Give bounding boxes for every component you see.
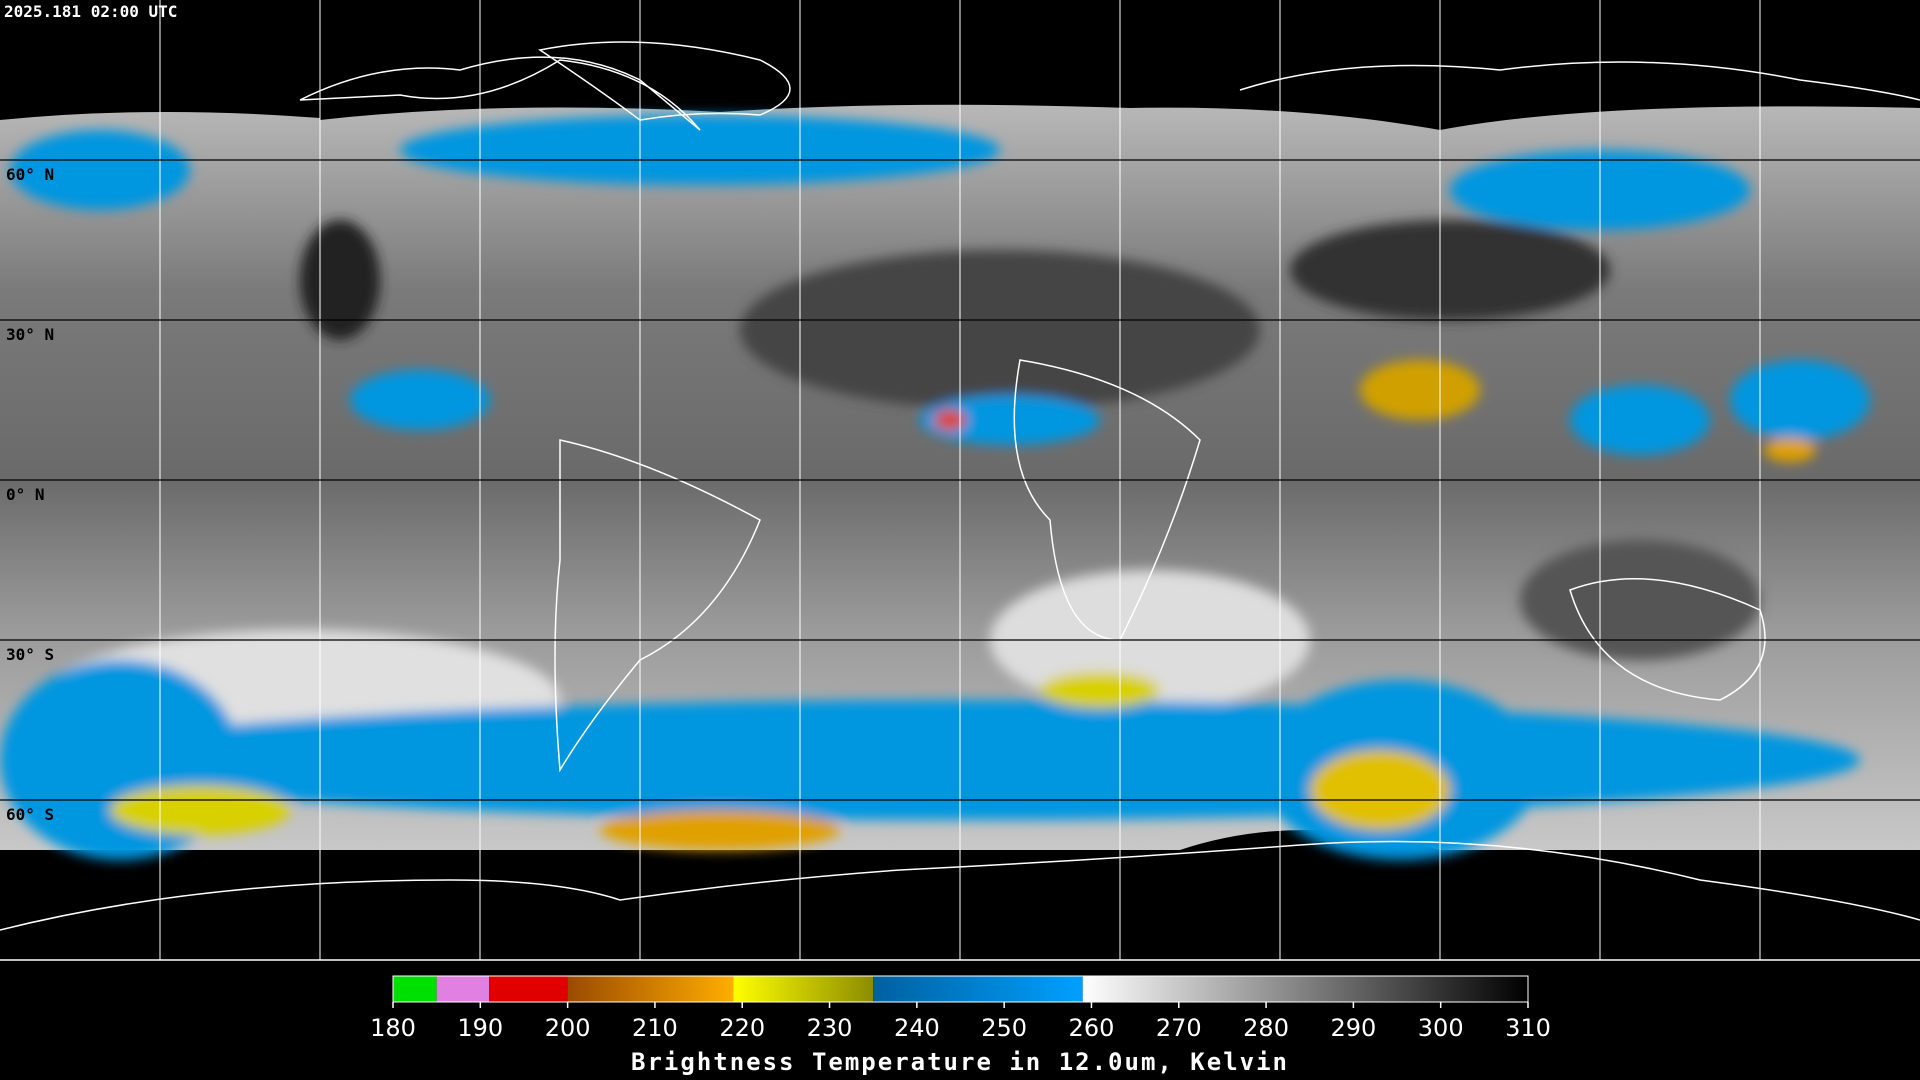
latitude-labels: 60° N 30° N 0° N 30° S 60° S [6,165,54,824]
colorbar-tick-label: 190 [457,1014,503,1042]
colorbar-tick-label: 220 [719,1014,765,1042]
colorbar-tick-label: 300 [1418,1014,1464,1042]
latitude-label: 60° S [6,805,54,824]
colorbar-segment [733,976,874,1002]
timestamp: 2025.181 02:00 UTC [4,2,177,21]
colorbar-segment [489,976,568,1002]
colorbar-tick-label: 280 [1243,1014,1289,1042]
latitude-label: 30° N [6,325,54,344]
colorbar-segment [393,976,437,1002]
colorbar-tick-label: 180 [370,1014,416,1042]
colorbar-tick-label: 270 [1156,1014,1202,1042]
colorbar-tick-label: 200 [545,1014,591,1042]
colorbar-segment [436,976,490,1002]
colorbar: 180 190 200 210 220 230 240 250 260 270 280 290 300 3… [370,975,1551,1042]
colorbar-tick-label: 240 [894,1014,940,1042]
graticule [0,0,1920,961]
colorbar-tick-label: 230 [807,1014,853,1042]
colorbar-frame [392,975,1529,1003]
colorbar-tick-label: 250 [981,1014,1027,1042]
latitude-label: 0° N [6,485,45,504]
colorbar-tick-label: 260 [1069,1014,1115,1042]
colorbar-title: Brightness Temperature in 12.0um, Kelvin [631,1048,1289,1076]
colorbar-tick-label: 310 [1505,1014,1551,1042]
colorbar-segment [873,976,1083,1002]
colorbar-tick-label: 210 [632,1014,678,1042]
colorbar-segment [1082,976,1528,1002]
latitude-label: 30° S [6,645,54,664]
colorbar-segment [567,976,734,1002]
colorbar-tick-label: 290 [1330,1014,1376,1042]
latitude-label: 60° N [6,165,54,184]
